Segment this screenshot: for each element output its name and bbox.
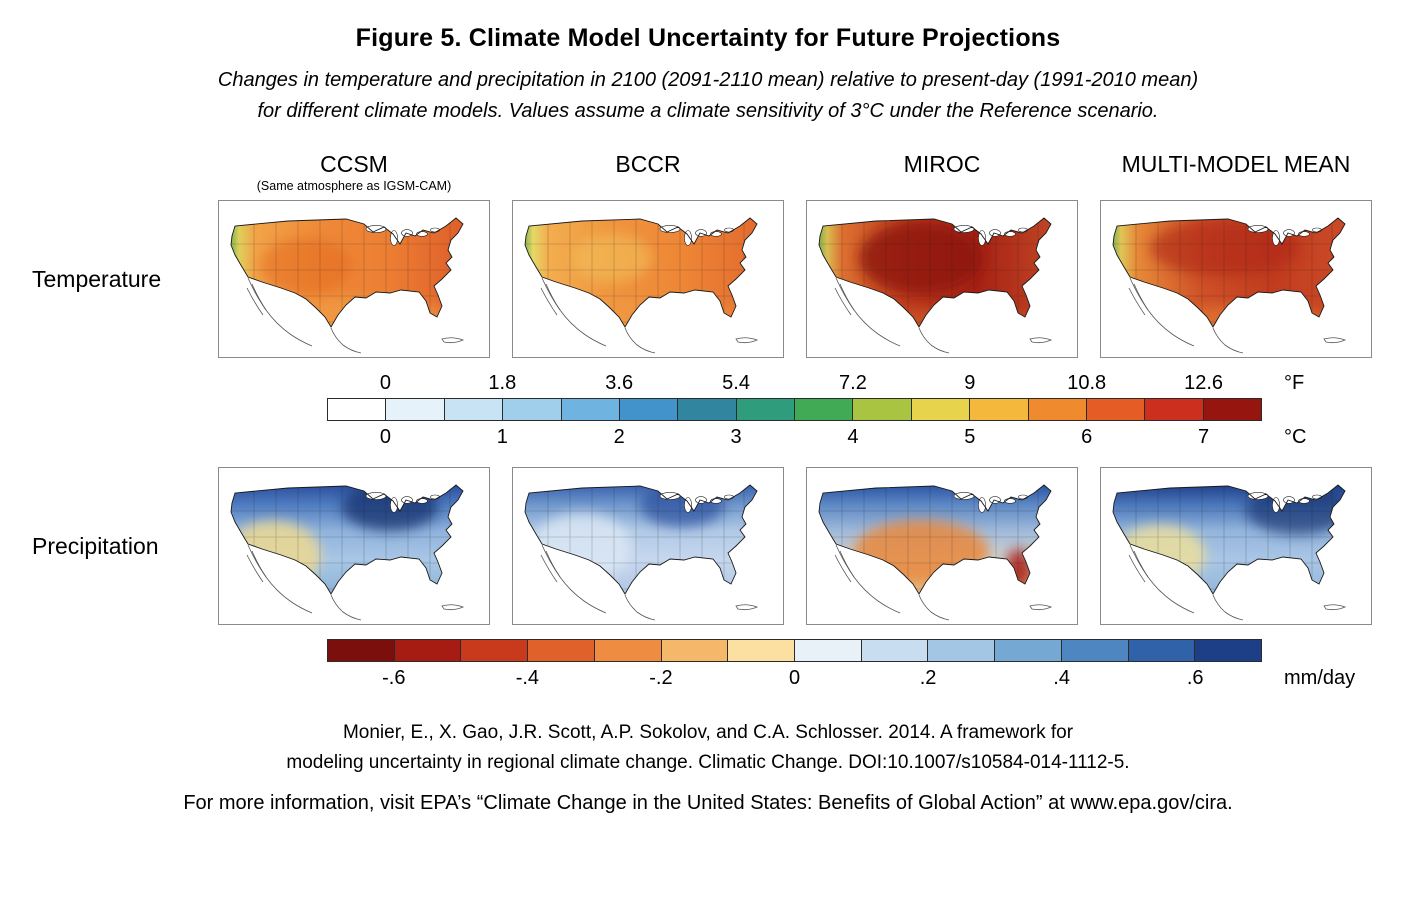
map-precipitation-bccr [512, 467, 784, 625]
colorbar-segment [677, 399, 736, 420]
tick-label: 0 [788, 667, 801, 689]
column-headers: CCSM (Same atmosphere as IGSM-CAM) BCCR … [0, 151, 1416, 194]
model-name: BCCR [615, 151, 681, 177]
colorbar-segment [618, 399, 678, 420]
precipitation-map-row: Precipitation [0, 467, 1416, 625]
tick-label: .2 [919, 667, 937, 689]
tick-label: 2 [613, 426, 625, 448]
colorbar-segment [527, 640, 594, 661]
precipitation-ticks: -.6 -.4 -.2 0 .2 .4 .6 mm/day [327, 662, 1355, 692]
colorbar-segment [794, 640, 861, 661]
colorbar-segment [794, 399, 853, 420]
tick-label: 5.4 [722, 372, 750, 394]
row-label-temperature: Temperature [32, 265, 162, 292]
column-header-bccr: BCCR [512, 151, 784, 177]
model-name: MIROC [903, 151, 981, 177]
tick-label: .4 [1053, 667, 1070, 689]
temperature-map-row: Temperature [0, 200, 1416, 358]
colorbar-segment [393, 640, 461, 661]
pattern-blob [572, 234, 652, 282]
column-header-miroc: MIROC [806, 151, 1078, 177]
temperature-colorbar: 0 1.8 3.6 5.4 7.2 9 10.8 12.6 °F [327, 368, 1307, 451]
colorbar-segment [560, 399, 619, 420]
colorbar-segment [460, 640, 528, 661]
map-temperature-ccsm [218, 200, 490, 358]
tick-label: -.6 [382, 667, 406, 689]
subtitle-line-1: Changes in temperature and precipitation… [217, 69, 1199, 91]
column-header-multi-model-mean: MULTI-MODEL MEAN [1100, 151, 1372, 177]
map-temperature-multi-model-mean [1100, 200, 1372, 358]
colorbar-segment [660, 640, 728, 661]
colorbar-segment [502, 399, 561, 420]
citation-line-2: modeling uncertainty in regional climate… [286, 752, 1130, 773]
colorbar-segment [735, 399, 794, 420]
model-name: CCSM [320, 151, 388, 177]
tick-label: 1.8 [488, 372, 517, 394]
colorbar-segment [1027, 399, 1086, 420]
tick-label: 10.8 [1067, 372, 1107, 394]
tick-label: 5 [964, 426, 976, 448]
colorbar-segment [385, 399, 444, 420]
footer-note: For more information, visit EPA’s “Clima… [183, 792, 1233, 814]
colorbar-segment [1127, 640, 1195, 661]
tick-label: -.4 [515, 667, 540, 689]
colorbar-segment [969, 399, 1028, 420]
colorbar-segment [443, 399, 503, 420]
tick-label: 9 [964, 372, 976, 394]
map-temperature-miroc [806, 200, 1078, 358]
row-label-precipitation: Precipitation [32, 532, 159, 559]
colorbar-segment [1194, 640, 1262, 661]
colorbar-segment [1060, 640, 1128, 661]
colorbar-segment [1144, 399, 1203, 420]
colorbar-segment [860, 640, 928, 661]
colorbar-segment [1085, 399, 1145, 420]
tick-label: 6 [1081, 426, 1093, 448]
column-header-ccsm: CCSM (Same atmosphere as IGSM-CAM) [218, 151, 490, 194]
tick-label: -.2 [649, 667, 673, 689]
model-name: MULTI-MODEL MEAN [1121, 151, 1351, 177]
colorbar-segment [994, 640, 1061, 661]
tick-label: 12.6 [1184, 372, 1224, 394]
map-precipitation-miroc [806, 467, 1078, 625]
colorbar-segment [593, 640, 661, 661]
colorbar-segment [927, 640, 995, 661]
colorbar-segment [328, 640, 394, 661]
pattern-blob [260, 238, 352, 294]
tick-label: 4 [847, 426, 859, 448]
citation-line-1: Monier, E., X. Gao, J.R. Scott, A.P. Sok… [342, 722, 1074, 743]
colorbar-segment [727, 640, 795, 661]
colorbar-segment [910, 399, 970, 420]
tick-label: 3 [730, 426, 742, 448]
tick-label: 3.6 [605, 372, 634, 394]
figure-subtitle: Changes in temperature and precipitation… [0, 65, 1416, 127]
model-note: (Same atmosphere as IGSM-CAM) [256, 179, 452, 193]
map-temperature-bccr [512, 200, 784, 358]
map-precipitation-multi-model-mean [1100, 467, 1372, 625]
temperature-colorbar-segments [327, 398, 1262, 421]
tick-label: 7 [1198, 426, 1210, 448]
colorbar-segment [852, 399, 911, 420]
fahrenheit-unit-label: °F [1284, 372, 1305, 394]
tick-label: 1 [496, 426, 508, 448]
colorbar-segment [1202, 399, 1261, 420]
tick-label: .6 [1186, 667, 1204, 689]
precipitation-colorbar-segments [327, 639, 1262, 662]
tick-label: 0 [379, 426, 391, 448]
temperature-ticks-celsius: 0 1 2 3 4 5 6 7 °C [327, 421, 1307, 451]
tick-label: 0 [379, 372, 391, 394]
map-precipitation-ccsm [218, 467, 490, 625]
subtitle-line-2: for different climate models. Values ass… [257, 100, 1159, 122]
tick-label: 7.2 [839, 372, 867, 394]
figure-title: Figure 5. Climate Model Uncertainty for … [355, 24, 1061, 52]
mm-per-day-unit-label: mm/day [1284, 667, 1356, 689]
citation: Monier, E., X. Gao, J.R. Scott, A.P. Sok… [0, 718, 1416, 778]
celsius-unit-label: °C [1284, 426, 1307, 448]
precipitation-colorbar: -.6 -.4 -.2 0 .2 .4 .6 mm/day [327, 639, 1355, 692]
temperature-ticks-fahrenheit: 0 1.8 3.6 5.4 7.2 9 10.8 12.6 °F [327, 368, 1304, 398]
pattern-blob [1150, 220, 1300, 276]
colorbar-segment [328, 399, 386, 420]
